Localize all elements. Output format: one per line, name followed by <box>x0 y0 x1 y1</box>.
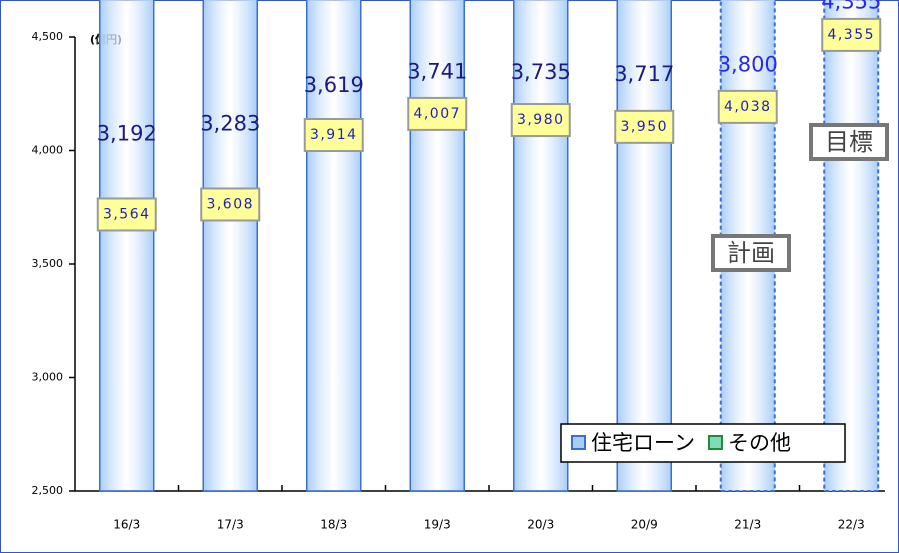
bar-segment <box>616 0 672 492</box>
value-label: 3,735 <box>511 60 571 84</box>
legend-label: その他 <box>728 431 791 455</box>
value-label: 4,355 <box>821 0 881 14</box>
y-tick-label: 2,500 <box>32 484 64 497</box>
x-tick-label: 22/3 <box>838 518 865 532</box>
value-label: 3,800 <box>718 53 778 77</box>
bar-segment <box>306 0 362 492</box>
total-label: 3,980 <box>517 112 565 128</box>
total-box <box>303 118 364 153</box>
value-label: 3,717 <box>614 62 674 86</box>
value-label: 3,741 <box>407 59 467 83</box>
total-label: 3,914 <box>310 127 358 143</box>
total-label: 3,950 <box>620 119 668 135</box>
bar-segment <box>409 0 465 492</box>
bar-segment <box>202 0 258 492</box>
total-box <box>717 89 778 124</box>
value-label: 3,192 <box>97 122 157 146</box>
y-tick-label: 3,000 <box>32 371 64 384</box>
total-box <box>614 109 675 144</box>
legend-swatch <box>707 435 723 450</box>
total-label: 4,007 <box>413 106 461 122</box>
total-label: 4,038 <box>724 99 772 115</box>
total-label: 3,564 <box>103 206 151 222</box>
x-tick-label: 19/3 <box>424 518 451 532</box>
total-box <box>407 96 468 131</box>
annotation-box <box>809 123 889 161</box>
legend-label: 住宅ローン <box>591 431 695 455</box>
bar-segment <box>823 0 880 493</box>
total-box <box>200 187 261 222</box>
y-tick-label: 3,500 <box>32 257 64 270</box>
x-tick-label: 20/9 <box>631 518 658 532</box>
x-tick-label: 17/3 <box>217 518 244 532</box>
total-label: 4,355 <box>827 27 875 43</box>
annotation: 目標 <box>825 128 873 156</box>
annotation-box <box>711 234 791 272</box>
x-tick-label: 16/3 <box>113 518 140 532</box>
total-box <box>821 17 882 52</box>
total-box <box>96 197 157 232</box>
legend-box <box>560 423 846 463</box>
total-label: 3,608 <box>206 196 254 212</box>
y-tick-label: 4,000 <box>32 144 64 157</box>
value-label: 3,619 <box>304 73 364 97</box>
annotation: 計画 <box>727 239 775 267</box>
bar-segment <box>513 0 569 492</box>
bar-segment <box>99 0 155 492</box>
legend-swatch <box>571 435 586 450</box>
y-tick-label: 4,500 <box>32 30 64 43</box>
x-tick-label: 21/3 <box>734 518 761 532</box>
total-box <box>510 103 571 138</box>
value-label: 3,283 <box>200 111 260 135</box>
x-tick-label: 18/3 <box>320 518 347 532</box>
x-tick-label: 20/3 <box>527 518 554 532</box>
